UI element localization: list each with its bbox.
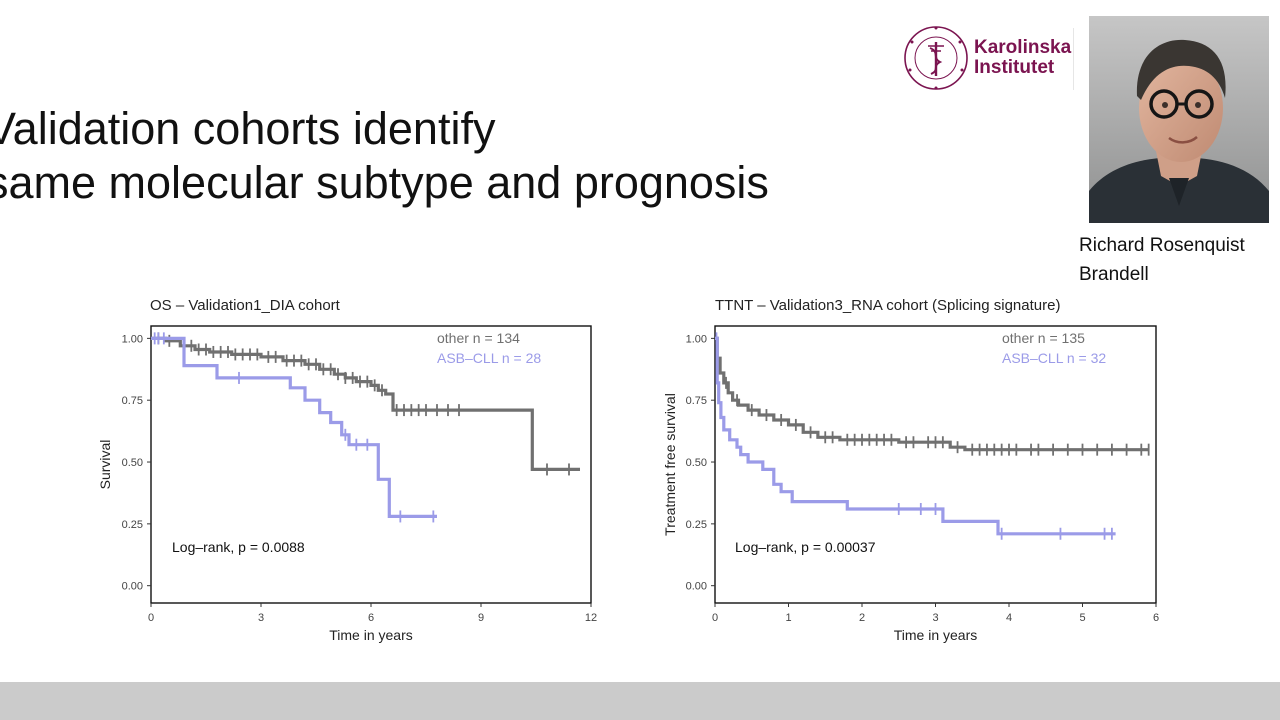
y-axis-label: Survival [97, 440, 113, 490]
footer-bar [0, 682, 1280, 720]
x-tick-label: 3 [932, 612, 938, 624]
plot-panel [714, 325, 1157, 604]
km-chart-ttnt: TTNT – Validation3_RNA cohort (Splicing … [655, 290, 1175, 650]
speaker-photo [1089, 16, 1269, 223]
speaker-first-line: Richard Rosenquist [1079, 235, 1245, 256]
x-tick-label: 0 [712, 612, 718, 624]
y-tick-label: 0.75 [122, 395, 143, 407]
logrank-annotation: Log–rank, p = 0.00037 [735, 539, 876, 555]
legend-entry-0: other n = 134 [437, 330, 520, 346]
x-axis-label: Time in years [329, 627, 413, 643]
logo-line-2: Institutet [974, 57, 1055, 78]
legend-entry-1: ASB–CLL n = 32 [1002, 350, 1106, 366]
x-tick-label: 0 [148, 612, 154, 624]
y-tick-label: 1.00 [122, 333, 143, 345]
speaker-name: Richard Rosenquist Brandell [1079, 231, 1245, 289]
x-tick-label: 3 [258, 612, 264, 624]
plot-panel [150, 325, 592, 604]
y-tick-label: 0.00 [686, 581, 707, 593]
km-chart-svg: OS – Validation1_DIA cohort 0.00 0.25 0.50 0… [97, 297, 597, 643]
x-tick-label: 5 [1079, 612, 1085, 624]
chart-title: OS – Validation1_DIA cohort [150, 297, 341, 314]
y-axis-label: Treatment free survival [662, 393, 678, 536]
logrank-annotation: Log–rank, p = 0.0088 [172, 539, 305, 555]
x-tick-label: 2 [859, 612, 865, 624]
title-line-1: Validation cohorts identify [0, 103, 496, 154]
km-chart-os: OS – Validation1_DIA cohort 0.00 0.25 0.50 0… [90, 290, 620, 650]
x-tick-label: 6 [1153, 612, 1159, 624]
y-tick-label: 0.50 [686, 457, 707, 469]
y-tick-label: 1.00 [686, 333, 707, 345]
legend-entry-1: ASB–CLL n = 28 [437, 350, 541, 366]
x-tick-label: 9 [478, 612, 484, 624]
x-tick-label: 4 [1006, 612, 1012, 624]
y-tick-label: 0.00 [122, 581, 143, 593]
karolinska-logo [900, 22, 1070, 94]
y-tick-label: 0.75 [686, 395, 707, 407]
logo-divider [1073, 28, 1074, 90]
speaker-last-line: Brandell [1079, 264, 1149, 285]
x-tick-label: 1 [785, 612, 791, 624]
y-tick-label: 0.50 [122, 457, 143, 469]
chart-title: TTNT – Validation3_RNA cohort (Splicing … [715, 297, 1060, 314]
title-line-2: same molecular subtype and prognosis [0, 157, 769, 208]
slide-title: Validation cohorts identify same molecul… [0, 102, 769, 210]
x-tick-label: 6 [368, 612, 374, 624]
karolinska-seal-icon [904, 26, 968, 90]
series-line-0 [151, 336, 580, 471]
series-line-1 [151, 336, 437, 518]
legend-entry-0: other n = 135 [1002, 330, 1085, 346]
x-tick-label: 12 [585, 612, 597, 624]
karolinska-wordmark: Karolinska Institutet [974, 38, 1071, 78]
y-tick-label: 0.25 [122, 519, 143, 531]
x-axis-label: Time in years [894, 627, 978, 643]
y-tick-label: 0.25 [686, 519, 707, 531]
series-line-1 [715, 336, 1116, 536]
logo-line-1: Karolinska [974, 37, 1072, 58]
km-chart-svg: TTNT – Validation3_RNA cohort (Splicing … [662, 297, 1159, 643]
